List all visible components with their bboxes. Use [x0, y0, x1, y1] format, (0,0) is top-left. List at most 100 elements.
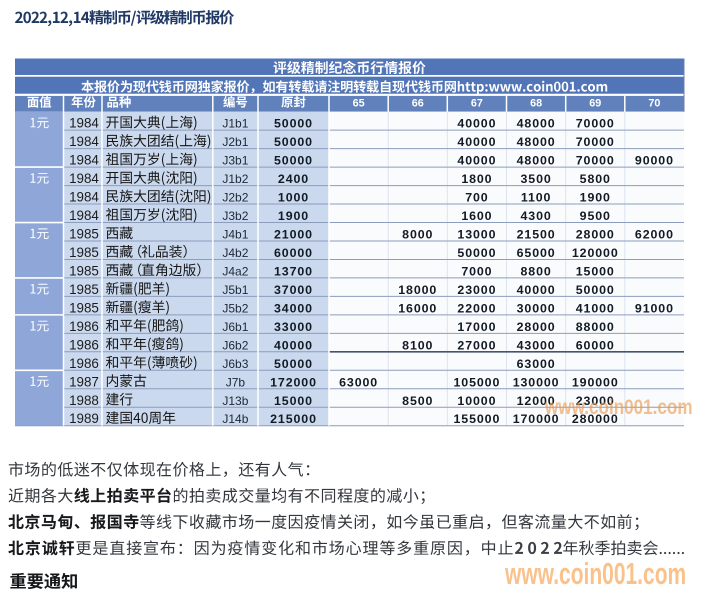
svg-text:155000: 155000	[454, 412, 501, 426]
svg-text:190000: 190000	[572, 375, 619, 389]
svg-text:1987: 1987	[69, 374, 99, 389]
svg-text:63000: 63000	[517, 357, 556, 371]
svg-text:1984: 1984	[69, 116, 99, 131]
svg-text:15000: 15000	[274, 394, 313, 408]
svg-text:33000: 33000	[274, 320, 313, 334]
svg-text:1985: 1985	[69, 227, 99, 242]
svg-text:1985: 1985	[69, 263, 99, 278]
svg-text:13000: 13000	[457, 228, 496, 242]
svg-text:J2b2: J2b2	[222, 191, 248, 205]
svg-text:28000: 28000	[576, 228, 615, 242]
svg-text:J6b2: J6b2	[222, 338, 248, 352]
svg-text:60000: 60000	[576, 338, 615, 352]
svg-text:1984: 1984	[69, 171, 99, 186]
svg-text:40000: 40000	[457, 154, 496, 168]
svg-text:J3b1: J3b1	[222, 154, 248, 168]
svg-text:27000: 27000	[457, 338, 496, 352]
svg-text:1000: 1000	[278, 191, 309, 205]
svg-text:70000: 70000	[576, 117, 615, 131]
svg-text:700: 700	[465, 191, 488, 205]
svg-text:www.coin001.com: www.coin001.com	[504, 556, 686, 591]
svg-text:12000: 12000	[517, 394, 556, 408]
svg-text:41000: 41000	[576, 301, 615, 315]
svg-text:48000: 48000	[517, 135, 556, 149]
svg-text:1984: 1984	[69, 208, 99, 223]
svg-text:1900: 1900	[278, 209, 309, 223]
svg-text:40000: 40000	[457, 117, 496, 131]
svg-text:40000: 40000	[274, 338, 313, 352]
svg-text:1985: 1985	[69, 300, 99, 315]
svg-text:1985: 1985	[69, 282, 99, 297]
svg-text:70000: 70000	[576, 135, 615, 149]
svg-text:15000: 15000	[576, 264, 615, 278]
svg-text:30000: 30000	[517, 301, 556, 315]
svg-text:37000: 37000	[274, 283, 313, 297]
svg-text:23000: 23000	[457, 283, 496, 297]
svg-text:66: 66	[412, 98, 424, 110]
svg-text:13700: 13700	[274, 264, 313, 278]
svg-text:68: 68	[530, 98, 542, 110]
svg-text:172000: 172000	[270, 375, 317, 389]
svg-text:170000: 170000	[513, 412, 560, 426]
svg-text:1984: 1984	[69, 153, 99, 168]
svg-text:69: 69	[589, 98, 601, 110]
svg-text:67: 67	[471, 98, 483, 110]
svg-text:8100: 8100	[402, 338, 433, 352]
svg-text:48000: 48000	[517, 154, 556, 168]
svg-text:40000: 40000	[457, 135, 496, 149]
svg-text:91000: 91000	[635, 301, 674, 315]
svg-text:50000: 50000	[274, 135, 313, 149]
svg-text:48000: 48000	[517, 117, 556, 131]
svg-text:J1b2: J1b2	[222, 172, 248, 186]
svg-text:65: 65	[353, 98, 365, 110]
svg-text:105000: 105000	[454, 375, 501, 389]
svg-text:J4b1: J4b1	[222, 228, 248, 242]
svg-text:40000: 40000	[517, 283, 556, 297]
svg-text:1800: 1800	[461, 172, 492, 186]
svg-text:J2b1: J2b1	[222, 135, 248, 149]
svg-text:280000: 280000	[572, 412, 619, 426]
svg-text:8000: 8000	[402, 228, 433, 242]
svg-text:22000: 22000	[457, 301, 496, 315]
svg-text:70: 70	[648, 98, 660, 110]
svg-text:1984: 1984	[69, 134, 99, 149]
svg-text:1985: 1985	[69, 245, 99, 260]
svg-text:62000: 62000	[635, 228, 674, 242]
svg-text:215000: 215000	[270, 412, 317, 426]
svg-text:120000: 120000	[572, 246, 619, 260]
svg-text:2400: 2400	[278, 172, 309, 186]
svg-text:50000: 50000	[576, 283, 615, 297]
svg-text:16000: 16000	[398, 301, 437, 315]
svg-text:130000: 130000	[513, 375, 560, 389]
svg-text:8800: 8800	[521, 264, 552, 278]
svg-text:8500: 8500	[402, 394, 433, 408]
svg-text:J4a2: J4a2	[222, 264, 248, 278]
svg-text:3500: 3500	[521, 172, 552, 186]
svg-text:23000: 23000	[576, 394, 615, 408]
svg-text:1989: 1989	[69, 411, 99, 426]
svg-text:65000: 65000	[517, 246, 556, 260]
svg-text:J4b2: J4b2	[222, 246, 248, 260]
svg-text:1988: 1988	[69, 393, 99, 408]
svg-text:1900: 1900	[580, 191, 611, 205]
svg-text:88000: 88000	[576, 320, 615, 334]
svg-text:60000: 60000	[274, 246, 313, 260]
svg-text:J6b1: J6b1	[222, 320, 248, 334]
svg-text:50000: 50000	[457, 246, 496, 260]
svg-text:1600: 1600	[461, 209, 492, 223]
svg-text:34000: 34000	[274, 301, 313, 315]
svg-text:J5b1: J5b1	[222, 283, 248, 297]
svg-text:50000: 50000	[274, 154, 313, 168]
svg-text:21000: 21000	[274, 228, 313, 242]
svg-text:43000: 43000	[517, 338, 556, 352]
svg-text:1986: 1986	[69, 319, 99, 334]
svg-text:1100: 1100	[521, 191, 551, 205]
svg-text:50000: 50000	[274, 117, 313, 131]
svg-text:28000: 28000	[517, 320, 556, 334]
svg-text:1984: 1984	[69, 190, 99, 205]
svg-text:17000: 17000	[457, 320, 496, 334]
svg-text:50000: 50000	[274, 357, 313, 371]
svg-text:70000: 70000	[576, 154, 615, 168]
svg-text:1986: 1986	[69, 337, 99, 352]
svg-text:1986: 1986	[69, 356, 99, 371]
